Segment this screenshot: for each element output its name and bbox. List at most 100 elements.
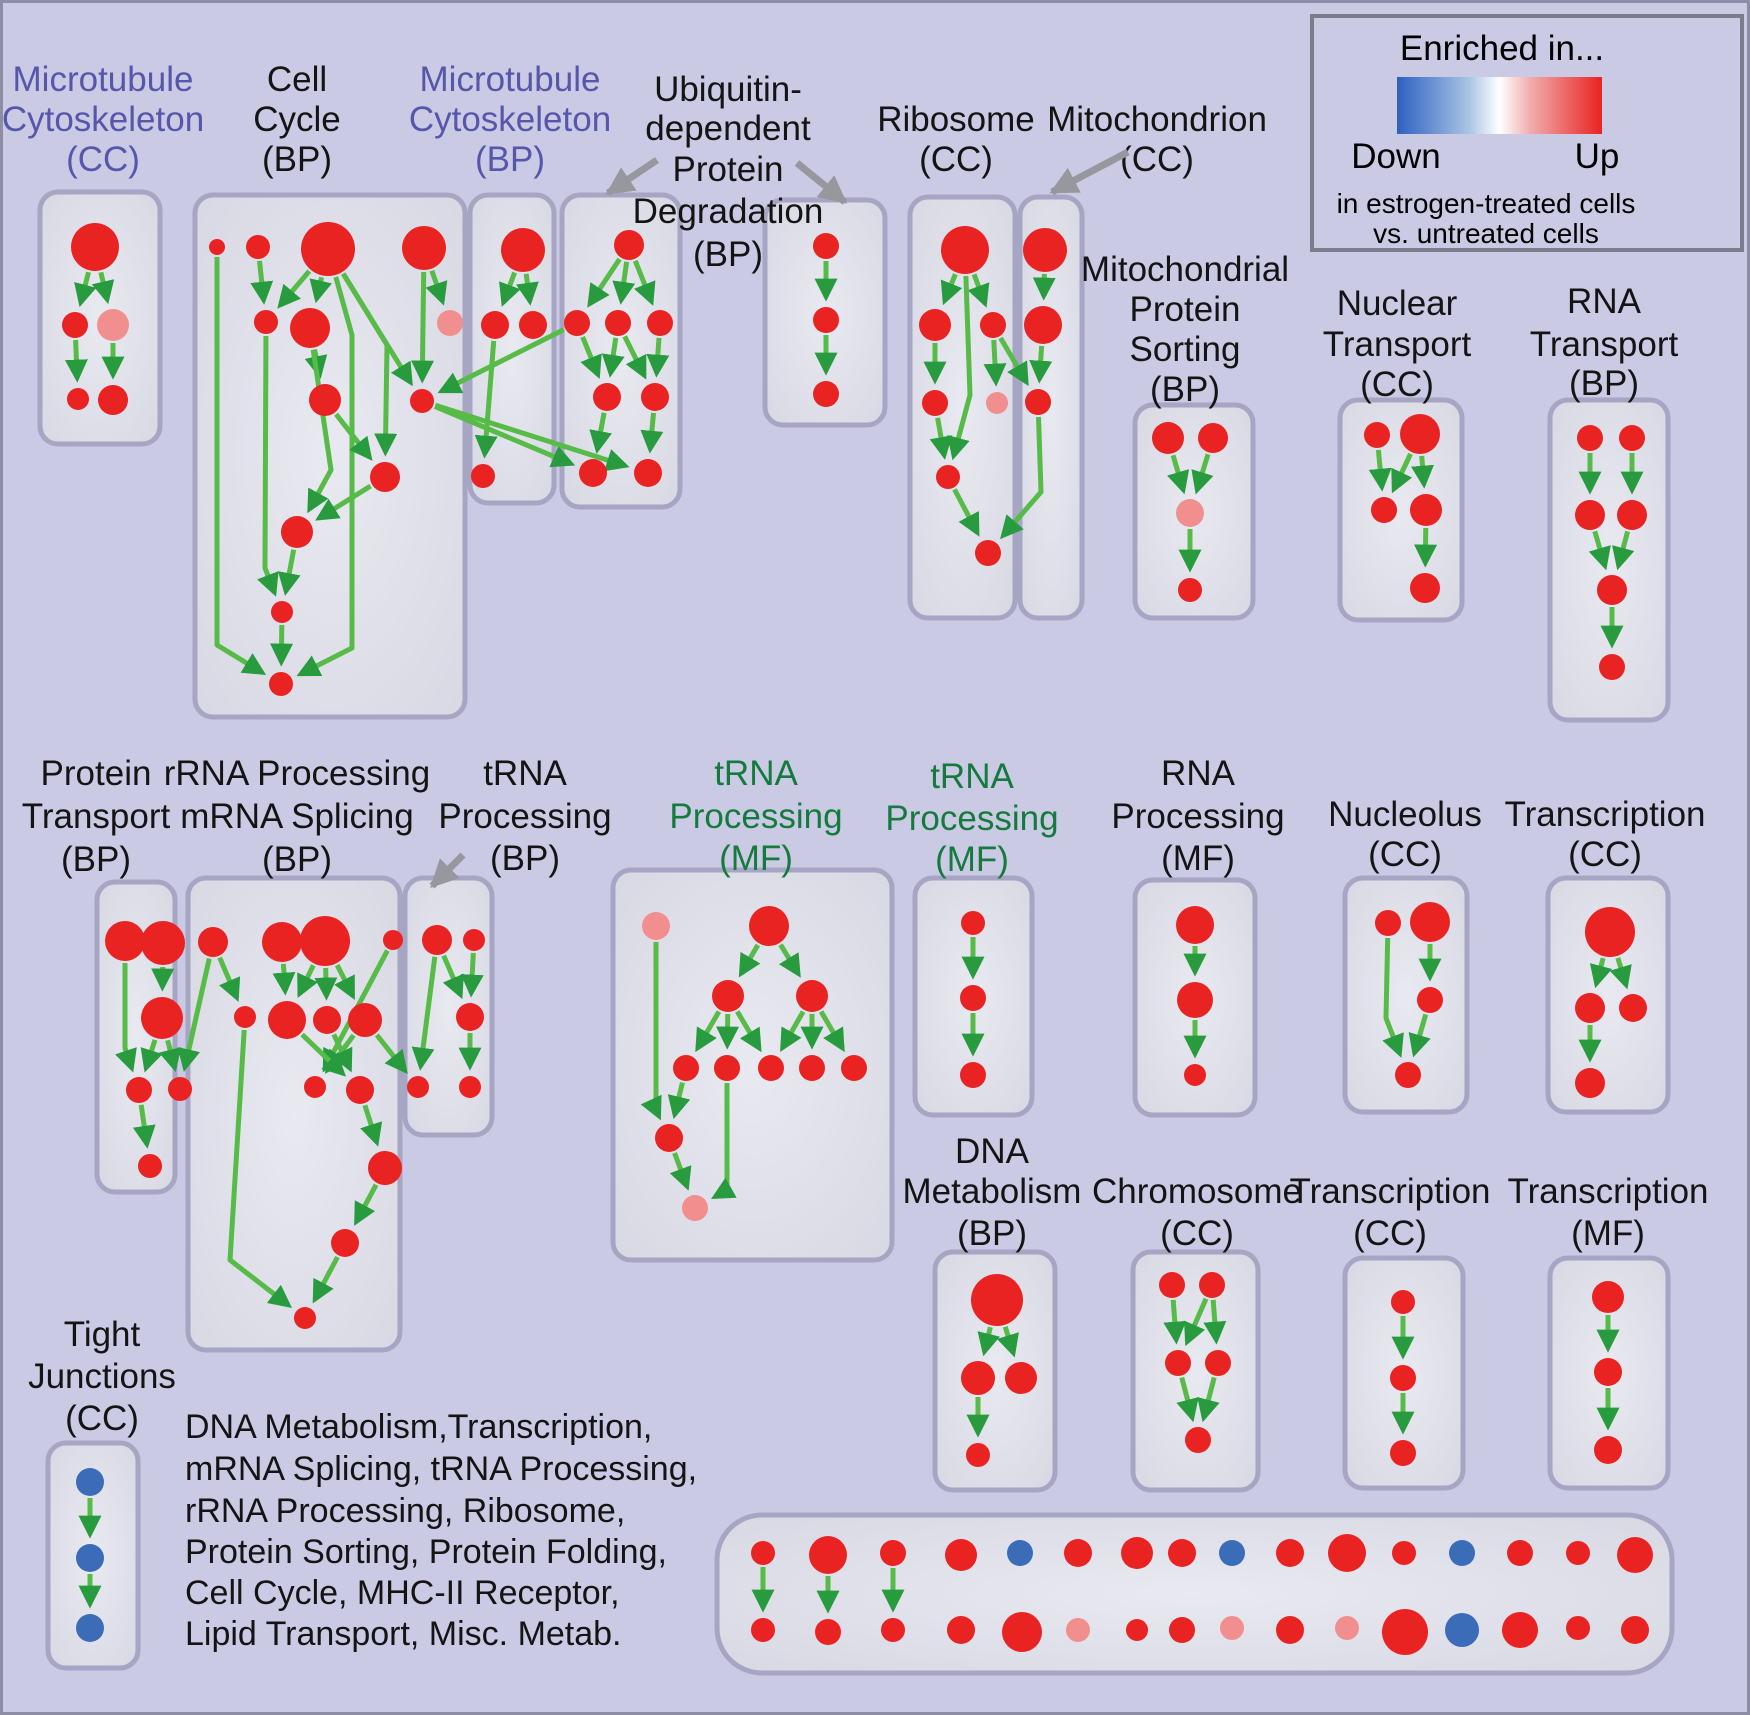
node-misc-0: [751, 1541, 775, 1565]
node-chromosome-4: [1185, 1427, 1211, 1453]
edge-rrna.9-to-rrna.10: [360, 1104, 383, 1147]
node-ribosome-3: [922, 390, 948, 416]
edge-mito.2-to-ribosome.6: [1000, 416, 1044, 540]
node-misc-24: [1220, 1616, 1244, 1640]
node-chromosome-2: [1165, 1350, 1191, 1376]
group-box-micro_bp: [467, 192, 557, 506]
node-nucleolus-2: [1417, 987, 1443, 1013]
node-rrna-6: [313, 1006, 341, 1034]
node-trna_mf_big-0: [642, 912, 670, 940]
edge-micro_bp.0-to-micro_bp.1: [499, 271, 521, 307]
edge-cell_cycle.7-to-cell_cycle.9: [334, 412, 373, 461]
group-label-trna-processing-bp: Processing: [438, 797, 611, 836]
misc-categories-text-line-5: Lipid Transport, Misc. Metab.: [185, 1615, 622, 1653]
group-label-protein-transport-bp: Transport: [22, 797, 171, 836]
edge-cell_cycle.2-to-cell_cycle.5: [309, 276, 332, 304]
group-box-mito: [1017, 194, 1085, 621]
node-misc-1: [809, 1536, 847, 1574]
node-misc-31: [1621, 1616, 1649, 1644]
edge-rna_transport.3-to-rna_transport.4: [1612, 530, 1635, 571]
node-cell_cycle-0: [209, 239, 225, 255]
node-micro_bp-0: [501, 228, 545, 272]
node-chromosome-0: [1159, 1272, 1185, 1298]
legend-title: Enriched in...: [1400, 29, 1604, 68]
edge-trna_mf_big.1-to-trna_mf_big.3: [778, 943, 801, 978]
edge-mito_sorting.1-to-mito_sorting.2: [1191, 453, 1214, 495]
node-chromosome-3: [1205, 1350, 1231, 1376]
node-cell_cycle-12: [269, 672, 293, 696]
group-label-rna-processing-mf: RNA: [1161, 754, 1236, 793]
group-label-cell-cycle-bp: Cycle: [253, 100, 341, 139]
node-protein_transport-2: [141, 997, 183, 1039]
node-trna_bp-1: [463, 929, 485, 951]
edge-transcription_cc2.0-to-transcription_cc2.2: [1609, 957, 1632, 990]
node-nuclear-3: [1410, 494, 1442, 526]
node-ubiq2-0: [813, 233, 839, 259]
node-transcription_cc3-1: [1390, 1365, 1416, 1391]
node-rrna-0: [198, 927, 228, 957]
group-label-mitochondrion-cc: (CC): [1120, 140, 1194, 179]
node-rna_transport-5: [1599, 654, 1625, 680]
group-label-microtubule-cytoskeleton-cc: Cytoskeleton: [2, 100, 204, 139]
node-ubiq1-5: [641, 383, 669, 411]
group-label-trna-processing-bp: tRNA: [483, 754, 567, 793]
node-misc-23: [1169, 1617, 1195, 1643]
node-mito_sorting-1: [1198, 423, 1228, 453]
edge-protein_transport.2-to-protein_transport.3: [140, 1039, 163, 1073]
group-label-ubiquitin-dependent-protein-degradation-bp: Degradation: [633, 192, 824, 231]
node-misc-20: [1002, 1612, 1042, 1652]
group-label-trna-processing-mf-large: (MF): [719, 839, 793, 878]
group-label-trna-processing-mf-large: tRNA: [714, 754, 798, 793]
node-ribosome-2: [980, 312, 1006, 338]
edge-trna_mf_big.4-to-trna_mf_big.9: [667, 1081, 691, 1120]
node-transcription_mf-1: [1594, 1358, 1622, 1386]
node-trna_mf_small-0: [961, 911, 985, 935]
group-label-transcription-mf: (MF): [1571, 1214, 1645, 1253]
legend-note-line2: vs. untreated cells: [1373, 218, 1599, 249]
edge-chromosome.3-to-chromosome.4: [1197, 1376, 1220, 1423]
misc-categories-text-line-4: Cell Cycle, MHC-II Receptor,: [185, 1574, 620, 1612]
edge-rrna.1-to-rrna.5: [272, 963, 296, 996]
node-rrna-9: [346, 1076, 374, 1104]
node-rrna-4: [234, 1006, 256, 1028]
node-misc-8: [1219, 1540, 1245, 1566]
node-cell_cycle-8: [410, 389, 434, 413]
node-ubiq2-1: [813, 307, 839, 333]
group-label-nucleolus-cc: Nucleolus: [1328, 795, 1482, 834]
group-label-mitochondrial-protein-sorting-bp: Mitochondrial: [1081, 250, 1289, 289]
edge-protein_transport.0-to-protein_transport.3: [114, 963, 137, 1073]
node-misc-4: [1007, 1540, 1033, 1566]
group-box-dna_metab: [932, 1249, 1058, 1493]
group-label-nuclear-transport-cc: (CC): [1360, 365, 1434, 404]
color-legend: Enriched in... Down Up in estrogen-treat…: [1310, 14, 1744, 252]
edge-rrna.2-to-rrna.5: [297, 964, 318, 999]
node-trna_mf_small-1: [960, 985, 986, 1011]
node-nuclear-4: [1410, 573, 1440, 603]
node-rrna-10: [368, 1151, 402, 1185]
node-misc-22: [1126, 1619, 1148, 1641]
group-label-ubiquitin-dependent-protein-degradation-bp: dependent: [645, 109, 811, 148]
node-misc-18: [881, 1618, 905, 1642]
node-protein_transport-1: [141, 921, 185, 965]
edge-chromosome.0-to-chromosome.2: [1163, 1299, 1187, 1345]
group-label-trna-processing-mf-small: Processing: [885, 799, 1058, 838]
node-rna_transport-2: [1575, 500, 1605, 530]
group-label-tight-junctions-cc: Tight: [64, 1315, 141, 1354]
legend-down-label: Down: [1351, 137, 1440, 176]
node-cell_cycle-4: [254, 310, 278, 334]
edge-ubiq1.0-to-ubiq1.3: [632, 259, 656, 306]
node-micro_bp-1: [481, 311, 509, 339]
edge-micro_bp.0-to-micro_bp.2: [515, 273, 539, 306]
node-nuclear-2: [1371, 497, 1397, 523]
edge-trna_bp.0-to-trna_bp.3: [411, 956, 438, 1071]
node-micro_cc-1: [62, 312, 88, 338]
edge-trna_mf_big.1-to-trna_mf_big.2: [738, 943, 761, 978]
node-rrna-7: [348, 1003, 382, 1037]
node-rna_transport-3: [1617, 500, 1647, 530]
node-mito-2: [1025, 389, 1051, 415]
group-label-trna-processing-mf-small: (MF): [935, 840, 1009, 879]
node-misc-27: [1382, 1609, 1428, 1655]
group-label-tight-junctions-cc: Junctions: [28, 1357, 176, 1396]
node-misc-19: [947, 1616, 975, 1644]
node-rrna-8: [304, 1076, 326, 1098]
